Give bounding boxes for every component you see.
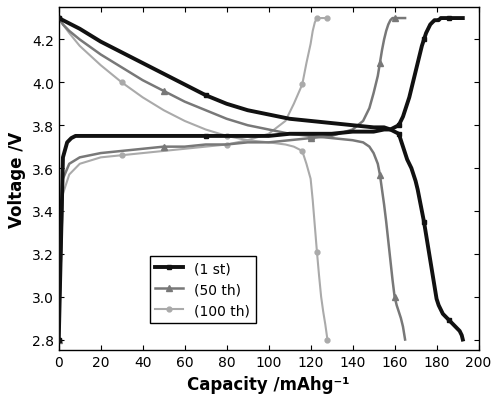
(50 th)	[388, 19, 394, 24]
(100 th)	[320, 16, 326, 21]
(50 th)	[381, 38, 387, 43]
(100 th)	[291, 102, 297, 107]
(50 th)	[390, 16, 396, 21]
(50 th)	[202, 143, 208, 148]
(50 th)	[224, 143, 230, 148]
(100 th)	[308, 42, 314, 47]
(100 th)	[244, 138, 250, 143]
X-axis label: Capacity /mAhg⁻¹: Capacity /mAhg⁻¹	[188, 375, 350, 393]
(100 th)	[140, 151, 145, 156]
(50 th)	[400, 16, 406, 21]
(1 st)	[60, 156, 66, 160]
(50 th)	[76, 156, 82, 160]
(50 th)	[394, 16, 400, 21]
(100 th)	[310, 29, 316, 34]
(50 th)	[370, 91, 376, 96]
(50 th)	[56, 337, 62, 342]
(100 th)	[316, 16, 322, 21]
(50 th)	[60, 177, 66, 182]
(50 th)	[360, 119, 366, 124]
(100 th)	[66, 173, 72, 178]
(50 th)	[383, 29, 389, 34]
(50 th)	[402, 16, 408, 21]
(50 th)	[266, 141, 272, 146]
(50 th)	[244, 141, 250, 146]
(1 st)	[460, 16, 466, 21]
(100 th)	[266, 132, 272, 137]
(100 th)	[314, 16, 320, 21]
(100 th)	[324, 16, 330, 21]
(50 th)	[286, 138, 292, 143]
(100 th)	[160, 149, 166, 154]
(1 st)	[56, 337, 62, 342]
Y-axis label: Voltage /V: Voltage /V	[8, 132, 26, 227]
(100 th)	[299, 83, 305, 88]
(100 th)	[202, 145, 208, 150]
Line: (50 th): (50 th)	[56, 16, 408, 342]
(100 th)	[304, 61, 310, 66]
(100 th)	[98, 156, 103, 160]
(50 th)	[375, 74, 381, 79]
(100 th)	[56, 337, 62, 342]
(50 th)	[98, 151, 103, 156]
(50 th)	[118, 149, 124, 154]
(50 th)	[66, 162, 72, 167]
(50 th)	[396, 16, 402, 21]
(50 th)	[398, 16, 404, 21]
(50 th)	[350, 128, 356, 133]
(1 st)	[410, 79, 416, 83]
(1 st)	[417, 53, 423, 58]
(50 th)	[308, 136, 314, 141]
(50 th)	[366, 106, 372, 111]
(50 th)	[328, 134, 334, 139]
(50 th)	[140, 147, 145, 152]
(1 st)	[421, 38, 427, 43]
(50 th)	[392, 16, 398, 21]
(100 th)	[322, 16, 328, 21]
(100 th)	[224, 143, 230, 148]
Legend: (1 st), (50 th), (100 th): (1 st), (50 th), (100 th)	[150, 256, 256, 323]
(100 th)	[60, 192, 66, 197]
(100 th)	[318, 16, 324, 21]
(1 st)	[438, 16, 444, 21]
(100 th)	[118, 154, 124, 158]
(50 th)	[182, 145, 188, 150]
(50 th)	[386, 23, 392, 28]
(50 th)	[160, 145, 166, 150]
(50 th)	[377, 61, 383, 66]
(100 th)	[282, 119, 288, 124]
Line: (100 th): (100 th)	[56, 16, 330, 342]
Line: (1 st): (1 st)	[56, 16, 465, 342]
(100 th)	[182, 147, 188, 152]
(50 th)	[379, 49, 385, 53]
(1 st)	[434, 19, 440, 24]
(100 th)	[312, 21, 318, 26]
(100 th)	[76, 162, 82, 167]
(1 st)	[370, 130, 376, 135]
